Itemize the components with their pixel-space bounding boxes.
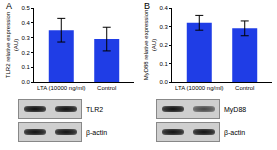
html-text:β-actin: β-actin [86,128,108,136]
html-text:MyD88: MyD88 [224,105,247,113]
svg-text:MyD88 relative expression(AU): MyD88 relative expression(AU) [143,10,157,81]
svg-text:0.3: 0.3 [21,35,30,41]
svg-text:A: A [6,1,12,11]
svg-text:0.4: 0.4 [159,5,168,11]
svg-text:0.2: 0.2 [21,50,30,56]
svg-text:0.0: 0.0 [159,79,168,85]
svg-text:Control: Control [235,85,254,91]
svg-text:0.0: 0.0 [21,79,30,85]
html-text:β-actin: β-actin [224,128,246,136]
svg-text:0.4: 0.4 [21,20,30,26]
svg-text:Control: Control [97,85,116,91]
svg-text:TLR2 relative expression(AU): TLR2 relative expression(AU) [5,12,19,78]
svg-text:B: B [144,1,150,11]
svg-text:0.1: 0.1 [21,64,30,70]
html-text:TLR2: TLR2 [86,105,104,113]
svg-text:0.1: 0.1 [159,61,168,67]
svg-text:0.2: 0.2 [159,42,168,48]
svg-text:0.3: 0.3 [159,24,168,30]
svg-text:0.5: 0.5 [21,5,30,11]
svg-text:LTA (10000 ng/ml): LTA (10000 ng/ml) [175,85,223,91]
svg-text:LTA (10000 ng/ml): LTA (10000 ng/ml) [37,85,85,91]
